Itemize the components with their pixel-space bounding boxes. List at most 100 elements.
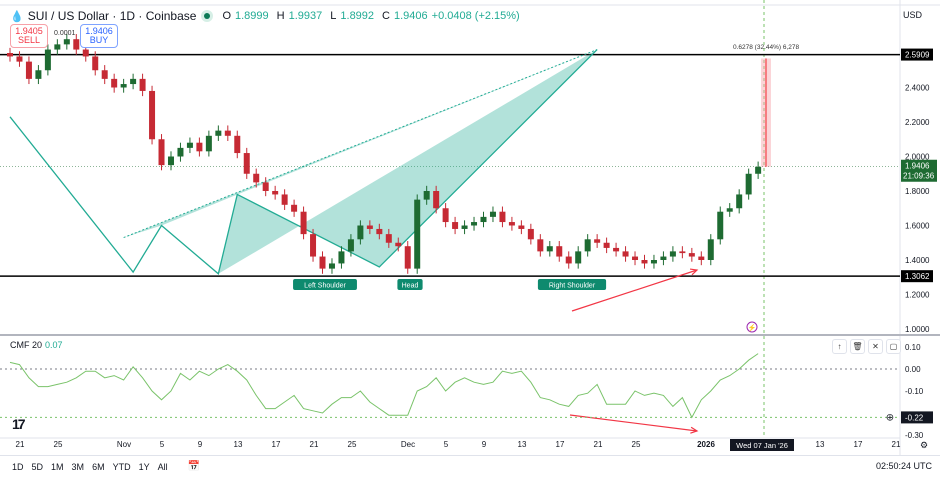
candle (508, 222, 515, 226)
range-6m[interactable]: 6M (92, 461, 105, 472)
time-tick-label: 21 (892, 440, 901, 449)
candle (414, 199, 421, 269)
sell-button[interactable]: 1.9405 SELL (10, 24, 48, 48)
candle (139, 78, 146, 91)
range-5d[interactable]: 5D (31, 461, 44, 472)
support-tag (901, 270, 933, 283)
candle (224, 130, 231, 136)
panel-buttons: ↑ 🗑 ✕ ▢ (832, 339, 901, 354)
time-tick-label: 17 (854, 440, 863, 449)
candle (7, 53, 13, 57)
crosshair-date-label: Wed 07 Jan '26 (736, 441, 788, 450)
candle (376, 228, 383, 235)
price-tick-label: 1.2000 (905, 291, 930, 300)
candle (489, 211, 496, 217)
candle (357, 225, 364, 240)
price-tick-label: 2.4000 (905, 84, 930, 93)
clock[interactable]: 02:50:24 UTC (875, 461, 932, 471)
time-tick-label: 21 (16, 440, 25, 449)
candle (16, 56, 23, 62)
candle (556, 246, 563, 257)
candle (177, 147, 184, 157)
range-1y[interactable]: 1Y (138, 461, 150, 472)
sell-label: SELL (17, 35, 41, 45)
resistance-tag (901, 48, 933, 61)
candle (186, 142, 193, 148)
cmf-title[interactable]: CMF 20 (10, 340, 43, 350)
candle (54, 44, 61, 50)
time-tick-label: 25 (348, 440, 357, 449)
symbol-title[interactable]: SUI / US Dollar · 1D · Coinbase (27, 9, 197, 23)
price-tick-label: 1.8000 (905, 187, 930, 196)
candle (101, 70, 108, 79)
right-shoulder-label-bg (537, 279, 607, 290)
time-tick-label: 13 (518, 440, 527, 449)
lightning-event-icon (746, 321, 758, 333)
time-tick-label: 17 (556, 440, 565, 449)
candle (291, 204, 298, 212)
candle (565, 256, 572, 264)
axis-settings-icon: ⚙ (920, 440, 928, 450)
high-label: H (276, 10, 285, 22)
time-tick-label: Dec (401, 440, 415, 449)
candle (480, 216, 487, 223)
range-all[interactable]: All (157, 461, 168, 472)
cmf-tick-label: 0.00 (905, 365, 921, 374)
candle (262, 182, 269, 191)
candle (44, 49, 51, 71)
cmf-divergence-arrow (569, 414, 698, 432)
delete-icon[interactable]: 🗑 (850, 339, 865, 354)
candle (149, 90, 156, 140)
price-tick-label: 1.6000 (905, 222, 930, 231)
time-tick-label: 17 (272, 440, 281, 449)
candle (35, 70, 42, 79)
close-icon[interactable]: ✕ (868, 339, 883, 354)
range-1d[interactable]: 1D (12, 461, 24, 472)
candle (205, 135, 212, 152)
calendar-icon[interactable]: 📅 (187, 461, 201, 472)
time-tick-label: 9 (482, 440, 487, 449)
pattern-fill-right (218, 49, 598, 274)
time-tick-label: 2026 (697, 440, 715, 449)
candle (395, 242, 402, 247)
move-up-icon[interactable]: ↑ (832, 339, 847, 354)
chart-header: 💧 SUI / US Dollar · 1D · Coinbase O 1.899… (10, 9, 520, 23)
candle (328, 263, 335, 269)
range-ytd[interactable]: YTD (112, 461, 131, 472)
price-tick-label: 2.0000 (905, 153, 930, 162)
candle (130, 78, 137, 85)
candle (404, 246, 411, 269)
sell-price: 1.9405 (15, 26, 43, 36)
candle (518, 225, 525, 229)
buy-price: 1.9406 (85, 26, 113, 36)
price-tick-label: 1.4000 (905, 256, 930, 265)
cmf-marker-tag (901, 411, 933, 424)
time-tick-label: 25 (632, 440, 641, 449)
tradingview-logo: 17 (12, 416, 26, 432)
currency-selector[interactable]: USD (902, 10, 922, 20)
candle (660, 256, 667, 260)
cmf-divergence-arrow-head (690, 426, 699, 434)
candle (347, 239, 354, 252)
neckline-dotted (123, 49, 598, 239)
high-value: 1.9937 (288, 10, 323, 22)
cmf-header: CMF 20 0.07 (10, 340, 63, 350)
candle (423, 191, 430, 200)
cmf-tick-label: -0.10 (905, 387, 924, 396)
time-tick-label: 9 (198, 440, 203, 449)
range-3m[interactable]: 3M (71, 461, 85, 472)
candle (167, 156, 174, 166)
close-label: C (382, 10, 390, 22)
add-marker-icon: ⊕ (886, 412, 894, 423)
buy-button[interactable]: 1.9406 BUY (80, 24, 118, 48)
candle (385, 234, 392, 243)
time-tick-label: 21 (310, 440, 319, 449)
time-tick-label: 21 (594, 440, 603, 449)
time-tick-label: Nov (117, 440, 131, 449)
candle (537, 239, 544, 252)
range-1m[interactable]: 1M (51, 461, 64, 472)
maximize-icon[interactable]: ▢ (886, 339, 901, 354)
support-label: 1.3062 (905, 272, 930, 281)
cmf-value: 0.07 (45, 340, 63, 350)
